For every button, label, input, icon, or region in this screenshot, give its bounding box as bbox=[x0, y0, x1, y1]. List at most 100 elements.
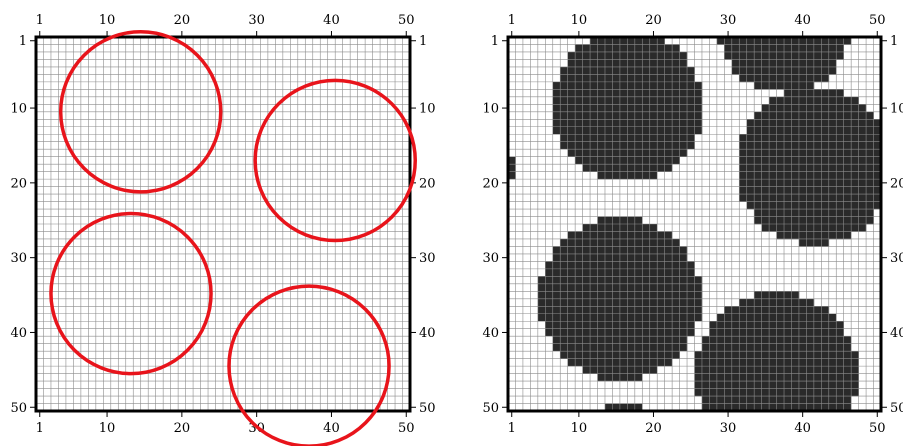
filled-cell bbox=[761, 224, 770, 232]
filled-cell bbox=[619, 283, 628, 292]
filled-cell bbox=[761, 328, 770, 337]
filled-cell bbox=[590, 96, 598, 105]
filled-cell bbox=[619, 171, 628, 180]
filled-cell bbox=[776, 171, 785, 180]
filled-cell bbox=[582, 149, 591, 157]
filled-cell bbox=[843, 104, 852, 113]
filled-cell bbox=[784, 164, 792, 172]
filled-cell bbox=[560, 268, 568, 277]
filled-cell bbox=[843, 351, 852, 359]
filled-cell bbox=[597, 141, 606, 150]
filled-cell bbox=[724, 306, 733, 315]
filled-cell bbox=[813, 381, 822, 389]
filled-cell bbox=[843, 366, 852, 374]
filled-cell bbox=[813, 224, 822, 232]
filled-cell bbox=[679, 313, 688, 322]
filled-cell bbox=[784, 209, 792, 217]
filled-cell bbox=[612, 276, 621, 285]
filled-cell bbox=[679, 298, 688, 307]
filled-cell bbox=[851, 156, 859, 165]
filled-cell bbox=[821, 186, 830, 195]
filled-cell bbox=[828, 231, 837, 240]
filled-cell bbox=[590, 238, 598, 247]
filled-cell bbox=[627, 141, 636, 150]
filled-cell bbox=[724, 351, 733, 359]
filled-cell bbox=[560, 306, 568, 315]
filled-cell bbox=[634, 261, 643, 270]
filled-cell bbox=[798, 81, 807, 90]
filled-cell bbox=[813, 44, 822, 53]
filled-cell bbox=[634, 358, 643, 367]
filled-cell bbox=[776, 403, 785, 412]
filled-cell bbox=[657, 276, 665, 285]
filled-cell bbox=[575, 66, 583, 75]
filled-cell bbox=[627, 373, 636, 382]
filled-cell bbox=[694, 276, 703, 285]
filled-cell bbox=[821, 216, 830, 225]
tick-label-left: 30 bbox=[482, 251, 499, 266]
filled-cell bbox=[798, 313, 807, 322]
filled-cell bbox=[806, 351, 815, 359]
filled-cell bbox=[560, 96, 568, 105]
tick-label-left: 1 bbox=[491, 34, 499, 49]
filled-cell bbox=[821, 74, 830, 83]
filled-cell bbox=[627, 358, 636, 367]
filled-cell bbox=[776, 388, 785, 397]
tick-label-top: 40 bbox=[794, 13, 811, 28]
filled-cell bbox=[776, 164, 785, 172]
filled-cell bbox=[836, 388, 844, 397]
filled-cell bbox=[582, 343, 591, 352]
filled-cell bbox=[739, 306, 748, 315]
filled-cell bbox=[754, 306, 762, 315]
filled-cell bbox=[746, 126, 755, 135]
filled-cell bbox=[791, 291, 800, 300]
filled-cell bbox=[769, 104, 777, 113]
filled-cell bbox=[791, 351, 800, 359]
filled-cell bbox=[843, 358, 852, 367]
filled-cell bbox=[746, 141, 755, 150]
filled-cells bbox=[508, 37, 882, 412]
filled-cell bbox=[619, 104, 628, 113]
filled-cell bbox=[746, 37, 755, 45]
filled-cell bbox=[649, 126, 658, 135]
filled-cell bbox=[806, 373, 815, 382]
filled-cell bbox=[769, 403, 777, 412]
filled-cell bbox=[791, 111, 800, 120]
filled-cell bbox=[746, 51, 755, 60]
filled-cell bbox=[590, 246, 598, 255]
filled-cell bbox=[552, 291, 561, 300]
filled-cell bbox=[672, 261, 680, 270]
filled-cell bbox=[784, 179, 792, 187]
filled-cell bbox=[664, 156, 673, 165]
filled-cell bbox=[813, 164, 822, 172]
tick-label-right: 10 bbox=[419, 102, 436, 117]
filled-cell bbox=[754, 51, 762, 60]
filled-cell bbox=[798, 298, 807, 307]
filled-cell bbox=[769, 164, 777, 172]
filled-cell bbox=[776, 111, 785, 120]
filled-cell bbox=[866, 179, 874, 187]
filled-cell bbox=[634, 224, 643, 232]
filled-cell bbox=[784, 51, 792, 60]
filled-cell bbox=[619, 313, 628, 322]
filled-cell bbox=[612, 321, 621, 330]
filled-cell bbox=[575, 283, 583, 292]
filled-cell bbox=[761, 126, 770, 135]
filled-cell bbox=[560, 283, 568, 292]
filled-cell bbox=[851, 358, 859, 367]
filled-cell bbox=[560, 328, 568, 337]
filled-cell bbox=[567, 51, 576, 60]
filled-cell bbox=[634, 171, 643, 180]
filled-cell bbox=[828, 119, 837, 128]
filled-cell bbox=[657, 238, 665, 247]
filled-cell bbox=[649, 156, 658, 165]
filled-cell bbox=[642, 59, 651, 68]
filled-cell bbox=[731, 343, 740, 352]
filled-cell bbox=[761, 171, 770, 180]
filled-cell bbox=[701, 343, 710, 352]
filled-cell bbox=[582, 51, 591, 60]
tick-label-right: 30 bbox=[419, 251, 436, 266]
filled-cell bbox=[590, 44, 598, 53]
filled-cell bbox=[739, 74, 748, 83]
filled-cell bbox=[851, 141, 859, 150]
